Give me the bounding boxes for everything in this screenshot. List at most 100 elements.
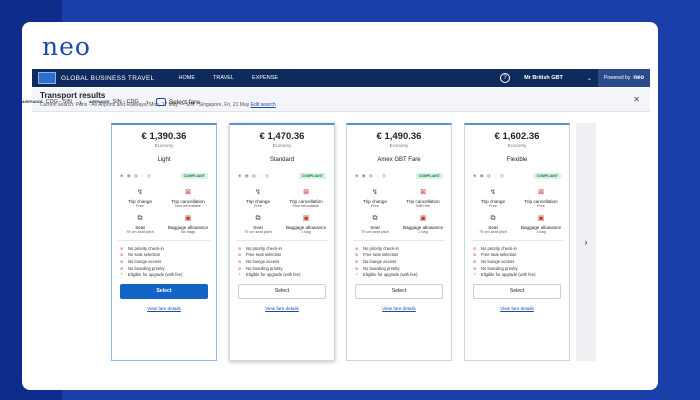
no-icon: ⊘ [355, 252, 359, 258]
seat-icon: ⧉ [490, 215, 496, 222]
fare-feature: ⊠ Trip cancellation Non refundable [164, 188, 212, 208]
nav-travel[interactable]: TRAVEL [213, 75, 235, 81]
fare-feature: ▣ Baggage allowance No bags [164, 214, 212, 234]
help-icon[interactable]: ? [500, 73, 511, 83]
fare-bullet: ⊘ No priority check-in [473, 245, 561, 252]
no-icon: ⊘ [355, 265, 359, 271]
fare-feature: ▣ Baggage allowance 1 bag [399, 214, 447, 234]
chevron-right-icon-2: › [145, 97, 149, 107]
feature-sub: 1 bag [301, 230, 311, 234]
feature-sub: Non refundable [293, 204, 319, 208]
fare-name: Standard [269, 157, 295, 163]
feature-sub: 1 bag [536, 230, 546, 234]
trip-cancel-icon: ⊠ [538, 189, 544, 196]
select-button[interactable]: Select [355, 283, 443, 299]
fare-feature: ⧉ Seat 79 cm seat pitch [469, 214, 517, 234]
feature-title: Seat [370, 225, 380, 230]
feature-sub: Free [254, 204, 262, 208]
close-icon[interactable]: ✕ [633, 95, 640, 104]
edit-search-link[interactable]: Edit search [250, 102, 276, 108]
fare-bullet-text: Free seat selection [363, 252, 399, 258]
current-search-text: Current search: Paris - All Airports and… [40, 102, 250, 108]
fare-bullet-text: No priority check-in [246, 245, 282, 251]
fare-bullet: ⊘ No lounge access [355, 258, 443, 265]
divider [236, 240, 328, 241]
trip-change-icon: ↯ [255, 189, 261, 196]
fare-feature: ⧉ Seat 79 cm seat pitch [351, 214, 399, 234]
feature-title: Trip cancellation [171, 199, 205, 204]
fare-price: € 1,490.36 [376, 131, 422, 142]
fare-bullet: ⊘ No boarding priority [120, 265, 208, 272]
feature-sub: Free [371, 204, 379, 208]
fare-card[interactable]: € 1,470.36 Economy Standard ◈ ◉ ◍ ◌ ◎ CO… [229, 123, 335, 361]
feature-title: Trip cancellation [406, 199, 440, 204]
upgrade-icon: ⇡ [355, 272, 359, 278]
trip-cancel-icon: ⊠ [303, 189, 309, 196]
fare-card[interactable]: € 1,602.36 Economy Flexible ◈ ◉ ◍ ◌ ◎ CO… [464, 123, 570, 361]
breadcrumb: AIRFRANCE CDG - SIN › AIRFRANCE SIN - CD… [22, 96, 200, 108]
fare-card[interactable]: € 1,390.36 Economy Light ◈ ◉ ◍ ◌ ◎ COMPL… [111, 123, 217, 361]
powered-by: Powered by neo [597, 69, 650, 87]
compliant-badge: COMPLIANT [533, 173, 561, 179]
fare-feature: ↯ Trip change Free [469, 188, 517, 208]
no-icon: ⊘ [473, 258, 477, 264]
feature-title: Seat [135, 225, 145, 230]
fare-bullet-text: No lounge access [481, 258, 515, 264]
fare-bullet: ⊘ No seat selection [120, 252, 208, 259]
no-icon: ⊘ [238, 265, 242, 271]
fare-bullet-text: Eligible for upgrade (with fee) [363, 272, 418, 278]
user-name[interactable]: Mr British GBT [524, 75, 563, 81]
breadcrumb-leg2[interactable]: SIN - CDG [112, 99, 139, 105]
select-button[interactable]: Select [473, 283, 561, 299]
fare-bullet: ⊘ No lounge access [238, 258, 326, 265]
no-icon: ⊘ [355, 258, 359, 264]
fare-bullet: ⊘ No priority check-in [355, 245, 443, 252]
fare-name: Light [157, 157, 171, 163]
feature-grid: ↯ Trip change Free ⊠ Trip cancellation F… [465, 188, 569, 234]
fare-bullet: ⇡ Eligible for upgrade (with fee) [238, 271, 326, 278]
feature-title: Seat [253, 225, 263, 230]
no-icon: ⊘ [120, 258, 124, 264]
view-fare-details-link[interactable]: View fare details [382, 305, 416, 311]
amex-logo-icon [38, 72, 56, 84]
fare-bullet-text: No priority check-in [128, 245, 164, 251]
next-fares-arrow[interactable]: › [576, 123, 596, 361]
nav-home[interactable]: HOME [178, 75, 196, 81]
fare-feature: ▣ Baggage allowance 1 bag [517, 214, 565, 234]
fare-feature: ⊠ Trip cancellation Non refundable [282, 188, 330, 208]
fare-feature: ↯ Trip change Free [116, 188, 164, 208]
feature-title: Baggage allowance [402, 225, 444, 230]
trip-change-icon: ↯ [137, 189, 143, 196]
feature-sub: Non refundable [175, 204, 201, 208]
airline-logo-2: AIRFRANCE [88, 100, 110, 104]
fare-bullet: ⇡ Eligible for upgrade (with fee) [473, 271, 561, 278]
fare-bullet: ⇡ Eligible for upgrade (with fee) [355, 271, 443, 278]
feature-sub: 1 bag [418, 230, 428, 234]
breadcrumb-leg1[interactable]: CDG - SIN [45, 99, 72, 105]
select-button[interactable]: Select [238, 283, 326, 299]
fare-bullet: ⊘ No boarding priority [238, 265, 326, 272]
fare-bullet: ⊘ No boarding priority [355, 265, 443, 272]
view-fare-details-link[interactable]: View fare details [500, 305, 534, 311]
fare-price: € 1,602.36 [494, 131, 540, 142]
feature-title: Baggage allowance [167, 225, 209, 230]
divider [353, 240, 445, 241]
amenities-row: ◈ ◉ ◍ ◌ ◎ COMPLIANT [465, 172, 569, 180]
fare-bullet: ⊘ No lounge access [473, 258, 561, 265]
feature-title: Baggage allowance [285, 225, 327, 230]
feature-sub: Free [537, 204, 545, 208]
fare-bullet-text: Eligible for upgrade (with fee) [246, 272, 301, 278]
view-fare-details-link[interactable]: View fare details [265, 305, 299, 311]
select-button[interactable]: Select [120, 283, 208, 299]
nav-expense[interactable]: EXPENSE [252, 75, 279, 81]
amenity-icons: ◈ ◉ ◍ ◌ ◎ [120, 173, 152, 178]
feature-title: Trip cancellation [524, 199, 558, 204]
fare-bullet-text: No lounge access [128, 258, 162, 264]
divider [118, 240, 210, 241]
fare-price: € 1,390.36 [141, 131, 187, 142]
chevron-down-icon[interactable]: ⌄ [586, 75, 592, 82]
view-fare-details-link[interactable]: View fare details [147, 305, 181, 311]
amenity-icons: ◈ ◉ ◍ ◌ ◎ [238, 173, 270, 178]
fare-bullet: ⇡ Eligible for upgrade (with fee) [120, 271, 208, 278]
fare-card[interactable]: € 1,490.36 Economy Amex GBT Fare ◈ ◉ ◍ ◌… [346, 123, 452, 361]
